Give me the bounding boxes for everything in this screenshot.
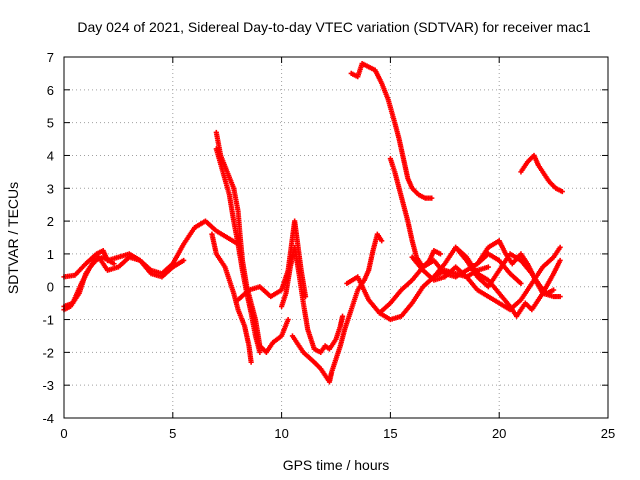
data-point: [379, 238, 385, 244]
series-arc-k: [348, 60, 435, 201]
data-point: [557, 257, 563, 264]
y-tick-label: -2: [42, 345, 54, 360]
data-point: [559, 188, 565, 195]
series-arc-b: [61, 254, 187, 310]
data-point: [257, 349, 263, 355]
y-tick-label: 6: [47, 83, 54, 98]
x-tick-label: 20: [492, 426, 506, 441]
data-point: [485, 264, 491, 270]
y-axis-label: SDTVAR / TECUs: [5, 182, 21, 294]
x-tick-label: 0: [60, 426, 67, 441]
series-arc-q: [474, 238, 557, 296]
data-point: [437, 251, 444, 257]
chart-title: Day 024 of 2021, Sidereal Day-to-day VTE…: [77, 19, 590, 35]
series-arc-l: [387, 156, 444, 270]
data-point: [248, 359, 254, 365]
series-arc-n: [409, 244, 563, 313]
y-tick-label: 5: [47, 116, 54, 131]
x-tick-label: 10: [274, 426, 288, 441]
x-tick-label: 25: [601, 426, 615, 441]
series-arc-o: [431, 244, 563, 319]
y-tick-label: -1: [42, 313, 54, 328]
data-point: [551, 287, 557, 293]
data-point: [429, 195, 435, 201]
axis-ticks: 0 5 10 15 20 25 -4 -3 -2 -1 0 1 2 3 4 5 6 7: [42, 50, 615, 441]
y-tick-label: -4: [42, 411, 54, 426]
y-tick-label: 4: [47, 148, 54, 163]
x-axis-label: GPS time / hours: [283, 457, 390, 473]
data-point: [557, 293, 563, 300]
data-point: [557, 244, 563, 250]
data-point: [285, 316, 291, 323]
y-tick-label: 0: [47, 280, 54, 295]
y-tick-label: 2: [47, 214, 54, 229]
series-arc-r: [518, 152, 565, 195]
series-arc-e: [213, 146, 263, 355]
data-point: [518, 280, 524, 287]
grid: [64, 57, 608, 418]
y-tick-label: 7: [47, 50, 54, 65]
series-arc-h: [279, 244, 346, 355]
series-arc-f: [209, 231, 254, 365]
data-point: [339, 313, 346, 319]
y-tick-label: 3: [47, 181, 54, 196]
x-tick-label: 15: [383, 426, 397, 441]
data-point: [181, 257, 187, 264]
series-arc-i: [289, 231, 385, 385]
data-point: [111, 261, 117, 267]
plot-frame: [63, 56, 609, 419]
x-tick-label: 5: [169, 426, 176, 441]
y-tick-label: 1: [47, 247, 54, 262]
data-series: [61, 60, 565, 385]
y-tick-label: -3: [42, 378, 54, 393]
